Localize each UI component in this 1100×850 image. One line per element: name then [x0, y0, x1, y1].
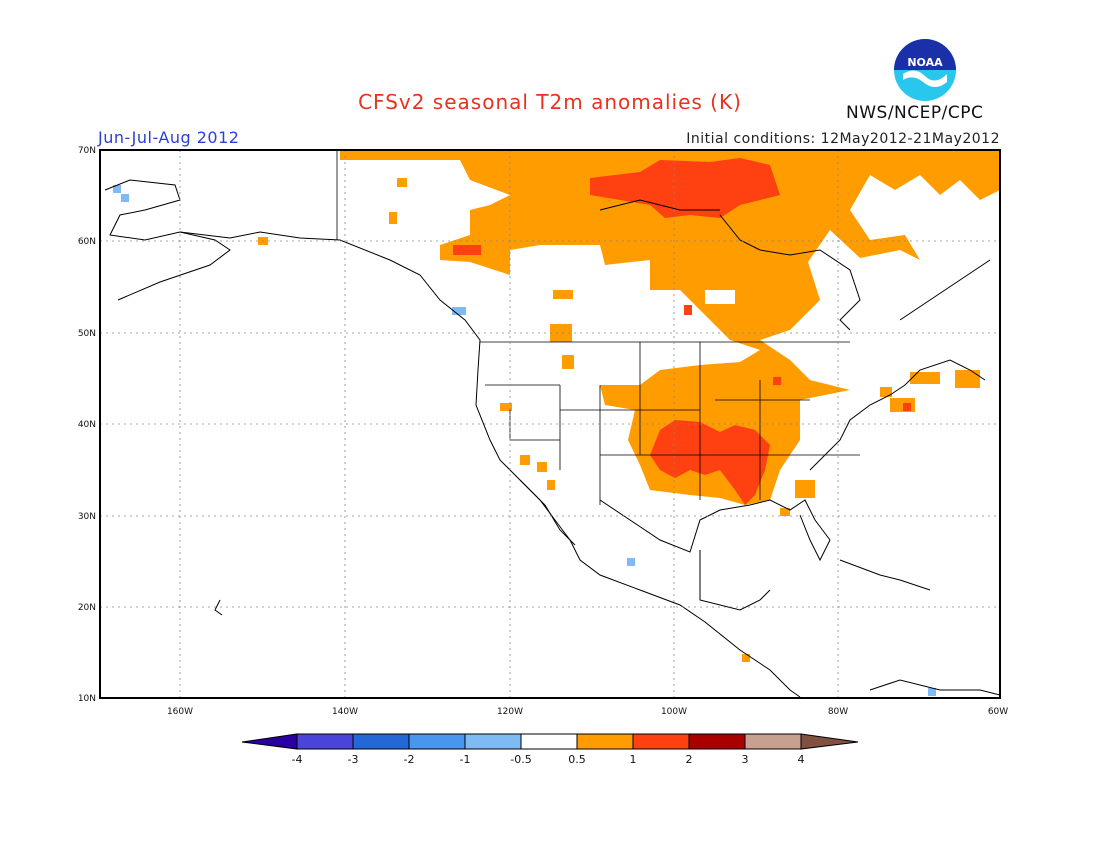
- lon-label: 160W: [167, 707, 193, 717]
- lat-label: 50N: [78, 329, 96, 339]
- agency-label: NWS/NCEP/CPC: [846, 103, 984, 123]
- colorbar-arrow-right: [800, 733, 859, 750]
- colorbar-label: -3: [348, 753, 359, 766]
- colorbar-swatch: [520, 733, 578, 750]
- lat-label: 70N: [78, 146, 96, 156]
- initial-conditions-label: Initial conditions: 12May2012-21May2012: [686, 131, 1000, 147]
- lat-label: 10N: [78, 694, 96, 704]
- anomaly-field-strong: [453, 158, 911, 505]
- colorbar-label: -2: [404, 753, 415, 766]
- colorbar-label: 4: [798, 753, 805, 766]
- colorbar-label: -0.5: [510, 753, 531, 766]
- colorbar-swatch: [296, 733, 354, 750]
- noaa-logo-text: NOAA: [907, 56, 943, 69]
- lat-label: 20N: [78, 603, 96, 613]
- noaa-logo-icon: NOAA: [894, 39, 956, 101]
- map-title: CFSv2 seasonal T2m anomalies (K): [358, 90, 742, 114]
- colorbar-label: 0.5: [568, 753, 586, 766]
- lon-label: 140W: [332, 707, 358, 717]
- colorbar-label: 1: [630, 753, 637, 766]
- anomaly-gap: [705, 290, 735, 304]
- colorbar-label: -4: [292, 753, 303, 766]
- colorbar-swatch: [632, 733, 690, 750]
- lon-label: 120W: [497, 707, 523, 717]
- anomaly-field-light: [258, 150, 1000, 662]
- colorbar-swatch: [744, 733, 802, 750]
- lon-labels: 160W 140W 120W 100W 80W 60W: [167, 707, 1008, 717]
- colorbar-label: 3: [742, 753, 749, 766]
- colorbar-swatch: [408, 733, 466, 750]
- colorbar: -4 -3 -2 -1 -0.5 0.5 1 2 3 4: [241, 733, 859, 766]
- colorbar-arrow-left: [241, 733, 298, 750]
- colorbar-swatch: [688, 733, 746, 750]
- lat-label: 40N: [78, 420, 96, 430]
- colorbar-label: -1: [460, 753, 471, 766]
- lat-label: 30N: [78, 512, 96, 522]
- lon-label: 100W: [661, 707, 687, 717]
- coastlines: [104, 179, 1001, 698]
- anomaly-field-negative: [113, 185, 936, 696]
- map-frame: [99, 149, 1001, 699]
- colorbar-swatch: [576, 733, 634, 750]
- season-label: Jun-Jul-Aug 2012: [98, 128, 240, 147]
- lat-labels: 70N 60N 50N 40N 30N 20N 10N: [78, 146, 96, 704]
- gridlines: [100, 150, 1000, 698]
- colorbar-swatch: [464, 733, 522, 750]
- colorbar-swatch: [352, 733, 410, 750]
- lon-label: 80W: [828, 707, 848, 717]
- colorbar-label: 2: [686, 753, 693, 766]
- state-borders: [336, 150, 860, 505]
- lon-label: 60W: [988, 707, 1008, 717]
- lat-label: 60N: [78, 237, 96, 247]
